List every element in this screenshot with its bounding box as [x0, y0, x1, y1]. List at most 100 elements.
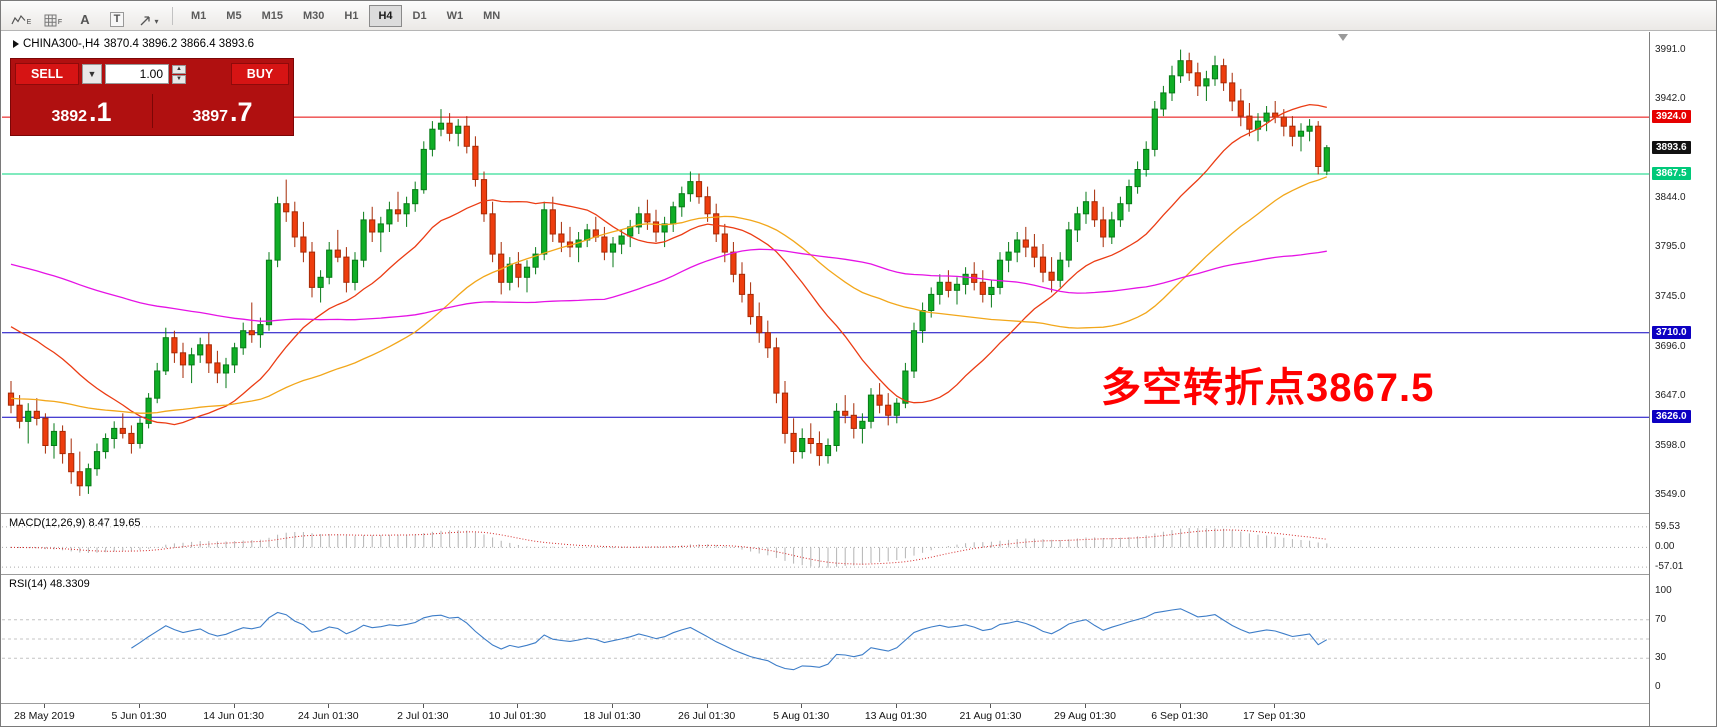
- timeframe-button-H1[interactable]: H1: [344, 9, 359, 22]
- time-axis-label: 28 May 2019: [14, 710, 75, 722]
- stepper-down-icon[interactable]: ▼: [172, 74, 186, 84]
- rsi-chart[interactable]: [2, 575, 1650, 703]
- buy-button[interactable]: BUY: [231, 63, 289, 85]
- price-axis-tick: 3844.0: [1655, 191, 1686, 203]
- time-axis-tick: [612, 704, 613, 708]
- time-axis-label: 24 Jun 01:30: [297, 710, 359, 722]
- time-axis-label: 6 Sep 01:30: [1151, 710, 1208, 722]
- cursor-button[interactable]: A: [70, 3, 100, 29]
- price-axis-tick: 3598.0: [1655, 439, 1686, 451]
- chart-mode-sub-label: E: [26, 18, 32, 26]
- rsi-axis-tick: 70: [1655, 613, 1667, 625]
- one-click-trading-panel: SELL ▼ ▲ ▼ BUY 3892 .1 3897 .7: [10, 58, 294, 136]
- volume-input[interactable]: [105, 64, 169, 84]
- time-axis-tick: [517, 704, 519, 708]
- text-tool-button[interactable]: T: [102, 3, 132, 29]
- time-axis-tick: [895, 704, 897, 708]
- price-axis-tick: 3745.0: [1655, 291, 1686, 303]
- sell-price-main: 3892: [51, 107, 88, 125]
- macd-chart[interactable]: [2, 514, 1650, 574]
- timeframe-button-M1[interactable]: M1: [191, 9, 207, 22]
- price-axis-tick: 3991.0: [1655, 43, 1686, 55]
- rsi-label: RSI(14) 48.3309: [9, 578, 90, 590]
- panel-resize-handle-rsi[interactable]: [1, 574, 1716, 575]
- time-axis-label: 26 Jul 01:30: [677, 710, 736, 722]
- dropdown-caret-icon: ▾: [154, 16, 159, 26]
- rsi-axis-tick: 0: [1655, 681, 1661, 692]
- time-axis-tick: [706, 704, 708, 708]
- cursor-icon: A: [80, 11, 90, 27]
- sell-button[interactable]: SELL: [15, 63, 79, 85]
- time-axis-label: 14 Jun 01:30: [203, 710, 264, 722]
- price-axis[interactable]: 3991.0 3942.0 3844.0 3795.0 3745.0 3696.0 3647…: [1649, 32, 1716, 726]
- time-axis-tick: [422, 704, 424, 708]
- arrow-tool-icon: [141, 15, 151, 25]
- time-axis-label: 21 Aug 01:30: [959, 710, 1022, 722]
- sell-price[interactable]: 3892 .1: [11, 96, 152, 127]
- timeframe-button-M15[interactable]: M15: [261, 9, 283, 22]
- price-chart[interactable]: [2, 32, 1650, 513]
- timeframe-button-D1[interactable]: D1: [412, 9, 427, 22]
- macd-axis-tick: 59.53: [1655, 520, 1681, 532]
- time-axis-tick: [139, 704, 140, 708]
- time-axis-label: 5 Jun 01:30: [111, 710, 167, 722]
- time-axis-label: 18 Jul 01:30: [583, 710, 641, 722]
- volume-stepper[interactable]: ▲ ▼: [172, 64, 186, 84]
- time-axis-tick: [1085, 704, 1086, 708]
- timeframe-button-W1[interactable]: W1: [446, 9, 464, 22]
- volume-dropdown[interactable]: ▼: [82, 64, 102, 84]
- time-axis[interactable]: 28 May 2019 5 Jun 01:30 14 Jun 01:30 24 Jun…: [1, 704, 1649, 726]
- text-tool-icon: T: [109, 11, 125, 27]
- time-axis-label: 10 Jul 01:30: [488, 710, 546, 722]
- chart-symbol-label: CHINA300-,H4: [23, 38, 100, 50]
- sell-price-frac: .1: [89, 96, 112, 127]
- rsi-axis-tick: 30: [1655, 652, 1667, 664]
- grid-button[interactable]: F: [38, 3, 68, 29]
- grid-icon: [44, 14, 57, 26]
- toolbar-separator: [172, 6, 173, 25]
- time-axis-tick: [990, 704, 992, 708]
- time-axis-tick: [1274, 704, 1276, 708]
- current-price-price-tag: 3893.6: [1652, 140, 1691, 154]
- buy-price-frac: .7: [230, 96, 253, 127]
- price-axis-tick: 3795.0: [1655, 241, 1686, 253]
- chart-annotation: 多空转折点3867.5: [1101, 366, 1435, 410]
- macd-axis-tick: -57.01: [1655, 561, 1684, 573]
- timeframe-button-M5[interactable]: M5: [226, 9, 242, 22]
- price-axis-tick: 3696.0: [1655, 340, 1686, 352]
- time-axis-separator: [1, 703, 1716, 704]
- time-axis-tick: [44, 704, 46, 708]
- chart-mode-button[interactable]: E: [6, 3, 36, 29]
- time-axis-label: 2 Jul 01:30: [397, 710, 449, 722]
- timeframe-button-H4[interactable]: H4: [369, 4, 402, 27]
- chart-marker-icon: [13, 40, 19, 48]
- time-axis-label: 17 Sep 01:30: [1242, 710, 1306, 722]
- time-axis-label: 5 Aug 01:30: [773, 710, 830, 722]
- rsi-axis-tick: 100: [1655, 585, 1672, 596]
- timeframe-button-M30[interactable]: M30: [302, 9, 325, 22]
- time-axis-label: 29 Aug 01:30: [1054, 710, 1116, 722]
- buy-price-main: 3897: [192, 107, 229, 125]
- time-axis-tick: [1179, 704, 1181, 708]
- drawing-tool-button[interactable]: ▾: [134, 3, 164, 29]
- time-axis-tick: [233, 704, 235, 708]
- price-axis-tick: 3549.0: [1655, 488, 1686, 500]
- chart-ohlc-label: 3870.4 3896.2 3866.4 3893.6: [103, 38, 254, 50]
- chart-title: CHINA300-,H4 3870.4 3896.2 3866.4 3893.6: [13, 38, 254, 50]
- timeframe-button-MN[interactable]: MN: [483, 9, 501, 22]
- chart-shift-marker-icon[interactable]: [1338, 34, 1348, 41]
- price-axis-tick: 3942.0: [1655, 92, 1686, 104]
- buy-price[interactable]: 3897 .7: [152, 96, 293, 127]
- panel-resize-handle-macd[interactable]: [1, 513, 1716, 514]
- timeframe-group: M1 M5 M15 M30 H1 H4 D1 W1 MN: [181, 4, 510, 27]
- resistance-line-price-tag: 3924.0: [1652, 110, 1691, 124]
- main-toolbar: E F A T ▾ M1 M5 M15 M30 H1 H4 D1 W1 MN: [1, 1, 1716, 31]
- pivot-line-price-tag: 3867.5: [1652, 167, 1691, 181]
- price-axis-tick: 3647.0: [1655, 390, 1686, 402]
- stepper-up-icon[interactable]: ▲: [172, 64, 186, 74]
- macd-label: MACD(12,26,9) 8.47 19.65: [9, 517, 141, 529]
- grid-sub-label: F: [57, 18, 63, 26]
- macd-axis-tick: 0.00: [1655, 541, 1675, 553]
- support-line-1-price-tag: 3710.0: [1652, 325, 1691, 339]
